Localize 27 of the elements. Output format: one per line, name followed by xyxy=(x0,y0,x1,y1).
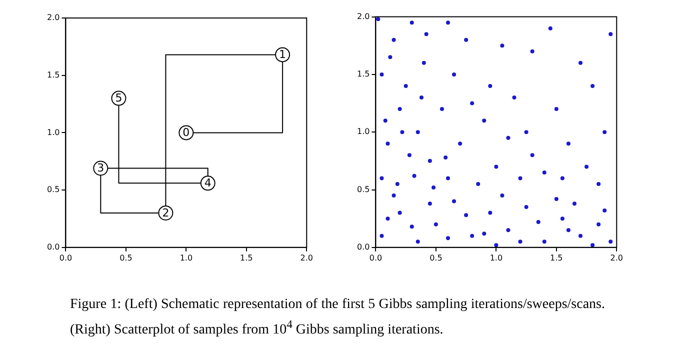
y-tick-label: 0.5 xyxy=(356,184,370,194)
y-tick-label: 0.0 xyxy=(356,242,370,252)
x-tick-label: 0.0 xyxy=(369,253,382,262)
y-tick-label: 2.0 xyxy=(356,12,370,21)
y-tick-label: 1.5 xyxy=(356,70,370,79)
annotation: 5 xyxy=(115,92,122,105)
x-tick-label: 1.5 xyxy=(240,253,253,262)
x-tick-label: 0.5 xyxy=(120,253,132,262)
caption: Figure 1: (Left) Schematic representation of the first 5 Gibbs sampling iterations/sweeps/scans. (Right) Scatterplot of samples from 10$^{4}$ Gibbs sampling iterations. xyxy=(70,296,605,340)
x-tick-label: 1.0 xyxy=(490,253,503,262)
x-tick-label: 2.0 xyxy=(610,253,624,262)
y-tick-label: 0.5 xyxy=(46,185,60,194)
x-tick-label: 2.0 xyxy=(300,253,314,262)
y-tick-label: 0.0 xyxy=(46,242,60,252)
annotation: 4 xyxy=(204,176,212,190)
y-tick-label: 1.0 xyxy=(46,128,60,137)
annotation: 2 xyxy=(162,206,170,220)
y-tick-label: 1.0 xyxy=(356,127,370,136)
y-tick-label: 1.5 xyxy=(46,70,60,80)
x-tick-label: 0.0 xyxy=(59,253,72,262)
x-tick-label: 1.5 xyxy=(550,253,563,262)
annotation: 0 xyxy=(182,126,190,140)
y-tick-label: 2.0 xyxy=(46,13,60,22)
annotation: 1 xyxy=(279,48,286,62)
annotation: 3 xyxy=(97,162,104,175)
x-tick-label: 1.0 xyxy=(180,253,193,262)
x-tick-label: 0.5 xyxy=(430,253,442,262)
